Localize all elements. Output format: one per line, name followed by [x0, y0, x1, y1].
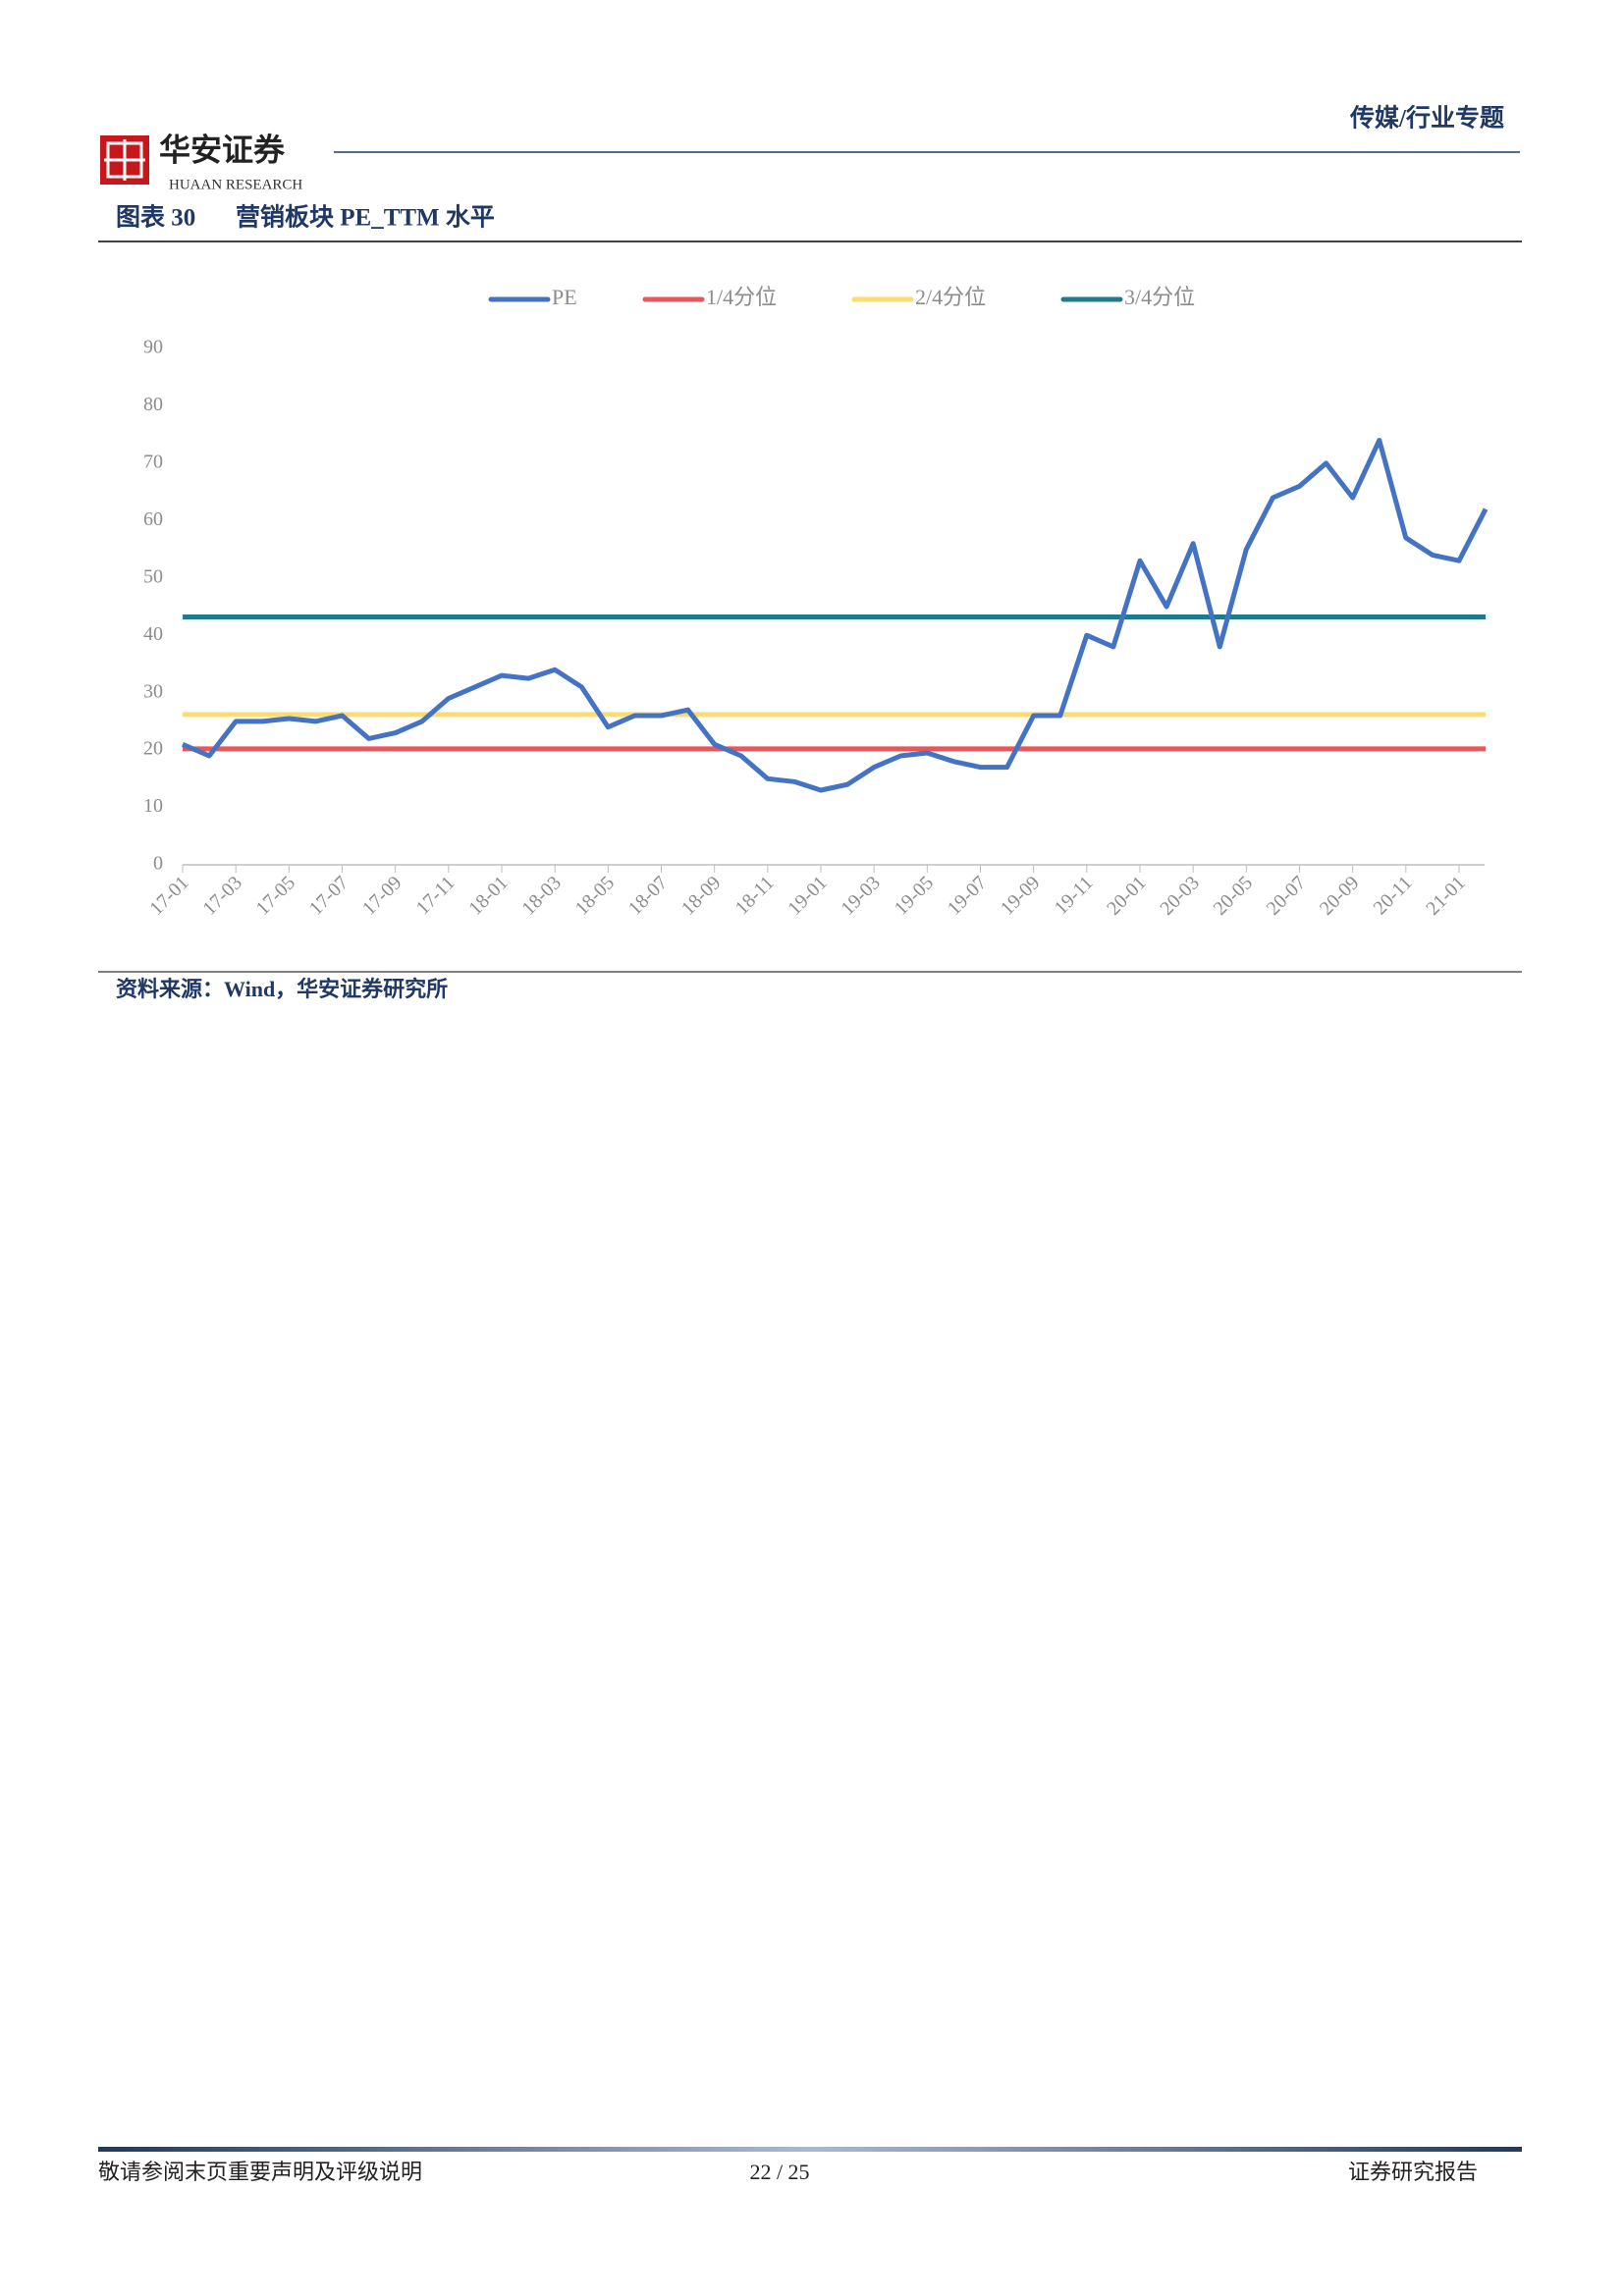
figure-label: 图表 30 [116, 204, 195, 232]
series-line [182, 438, 1489, 793]
x-tick-label: 18-01 [464, 872, 513, 920]
y-tick-label: 40 [143, 623, 163, 645]
logo-subtext: HUAAN RESEARCH [169, 177, 302, 192]
x-tick-label: 18-09 [677, 872, 726, 920]
y-tick-label: 70 [143, 451, 163, 472]
x-tick-label: 21-01 [1422, 872, 1470, 920]
x-tick-label: 19-11 [1051, 872, 1098, 919]
legend-label: PE [552, 285, 577, 309]
footer-rule [98, 2147, 1522, 2152]
x-tick-label: 19-01 [784, 872, 832, 920]
x-tick-label: 19-09 [997, 872, 1045, 920]
legend-label: 1/4分位 [706, 285, 777, 309]
x-tick-label: 20-11 [1370, 872, 1417, 919]
x-tick-label: 18-05 [571, 872, 620, 920]
footer-disclaimer: 敬请参阅末页重要声明及评级说明 [98, 2160, 422, 2184]
y-tick-label: 10 [143, 795, 163, 817]
x-tick-label: 18-03 [517, 872, 566, 920]
x-tick-label: 17-11 [412, 872, 460, 919]
y-tick-label: 50 [143, 565, 163, 587]
legend-label: 2/4分位 [915, 285, 986, 309]
x-tick-label: 20-01 [1103, 872, 1151, 920]
y-tick-label: 20 [143, 738, 163, 760]
x-tick-label: 17-01 [145, 872, 193, 920]
y-tick-label: 30 [143, 680, 163, 702]
footer-report-type: 证券研究报告 [1348, 2160, 1478, 2184]
x-tick-label: 19-03 [837, 872, 885, 920]
page-number: 22 / 25 [749, 2160, 809, 2184]
y-tick-label: 60 [143, 508, 163, 530]
x-tick-label: 20-03 [1156, 872, 1204, 920]
source-note: 资料来源：Wind，华安证券研究所 [116, 977, 448, 1001]
y-tick-label: 90 [143, 337, 163, 358]
x-tick-label: 18-07 [624, 872, 673, 920]
x-tick-label: 17-07 [305, 872, 353, 920]
x-tick-label: 20-05 [1210, 872, 1258, 920]
x-tick-label: 17-09 [358, 872, 406, 920]
x-tick-label: 20-07 [1263, 872, 1311, 920]
y-tick-label: 0 [153, 853, 163, 875]
y-tick-label: 80 [143, 394, 163, 415]
x-tick-label: 17-03 [198, 872, 246, 920]
x-tick-label: 18-11 [731, 872, 779, 919]
legend-label: 3/4分位 [1124, 285, 1195, 309]
x-tick-label: 20-09 [1316, 872, 1364, 920]
x-tick-label: 17-05 [252, 872, 300, 920]
x-tick-label: 19-05 [891, 872, 939, 920]
logo-text: 华安证券 [159, 132, 286, 167]
figure-title: 营销板块 PE_TTM 水平 [236, 204, 495, 232]
x-tick-label: 19-07 [944, 872, 992, 920]
section-title: 传媒/行业专题 [1349, 104, 1504, 133]
logo [100, 135, 149, 185]
